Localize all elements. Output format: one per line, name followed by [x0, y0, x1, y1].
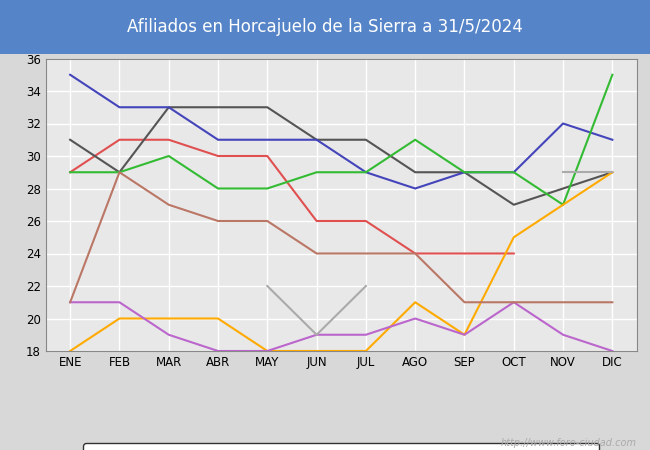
Text: http://www.foro-ciudad.com: http://www.foro-ciudad.com — [501, 438, 637, 448]
Legend: 2024, 2023, 2022, 2021, 2020, 2019, 2018, 2017: 2024, 2023, 2022, 2021, 2020, 2019, 2018… — [83, 443, 599, 450]
Text: Afiliados en Horcajuelo de la Sierra a 31/5/2024: Afiliados en Horcajuelo de la Sierra a 3… — [127, 18, 523, 36]
